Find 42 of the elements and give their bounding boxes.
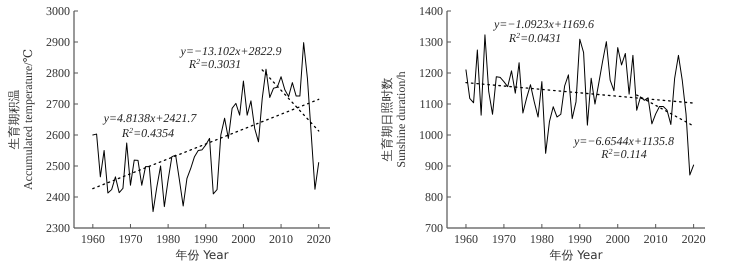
x-tick-label: 2000: [231, 232, 256, 246]
y-tick-label: 1300: [419, 35, 443, 50]
x-axis-title: 年份 Year: [549, 248, 603, 262]
annotation: R$^{2}$=0.0431: [508, 30, 562, 45]
x-tick-label: 2010: [644, 232, 668, 246]
y-tick-label: 900: [425, 159, 443, 174]
y-tick-label: 2500: [46, 159, 70, 174]
x-tick-label: 1980: [156, 232, 180, 246]
y-tick-label: 800: [425, 190, 443, 204]
annotation: R$^{2}$=0.3031: [188, 56, 242, 71]
y-tick-label: 2400: [46, 190, 70, 204]
y-tick-label: 2800: [46, 66, 70, 80]
x-tick-label: 1960: [80, 232, 105, 246]
annotation: R$^{2}$=0.114: [600, 146, 647, 161]
y-axis-title: 生育期日照时数 Sunshine duration/h: [380, 71, 408, 168]
x-tick-label: 2020: [682, 232, 706, 246]
annotation: y=−6.6544x+1135.8: [572, 134, 674, 148]
x-tick-label: 1980: [530, 232, 554, 246]
y-tick-label: 2300: [46, 221, 70, 236]
y-tick-label: 3000: [46, 4, 70, 18]
y-tick-label: 1100: [419, 97, 443, 112]
x-tick-label: 1970: [118, 232, 142, 246]
y-tick-label: 2900: [46, 35, 70, 50]
y-tick-label: 2600: [46, 128, 70, 142]
y-axis-title: 生育期积温 Accumulated temperature/℃: [7, 48, 35, 190]
x-tick-label: 1960: [454, 232, 478, 246]
x-tick-label: 1990: [568, 232, 592, 246]
y-tick-label: 1000: [419, 128, 443, 142]
x-tick-label: 2020: [306, 232, 331, 246]
annotation: y=4.8138x+2421.7: [102, 111, 198, 125]
annotation: R$^{2}$=0.4354: [120, 126, 174, 140]
x-tick-label: 1970: [492, 232, 516, 246]
annotation: y=−1.0923x+1169.6: [492, 17, 594, 31]
y-tick-label: 700: [425, 221, 443, 236]
y-tick-label: 1400: [419, 4, 443, 18]
annotation: y=−13.102x+2822.9: [180, 44, 282, 58]
x-tick-label: 1990: [194, 232, 218, 246]
y-tick-label: 2700: [46, 97, 70, 112]
x-tick-label: 2000: [606, 232, 630, 246]
x-tick-label: 2010: [269, 232, 294, 246]
x-axis-title: 年份 Year: [175, 248, 229, 262]
y-tick-label: 1200: [419, 66, 443, 80]
